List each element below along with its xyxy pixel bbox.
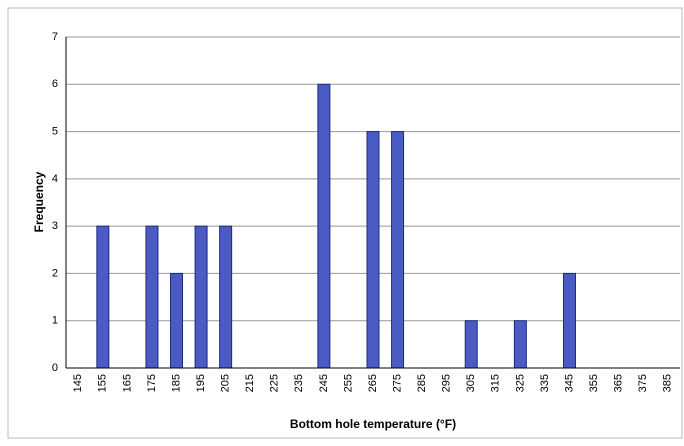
bar — [366, 131, 380, 369]
bar — [464, 320, 478, 369]
y-tick-label: 5 — [52, 125, 58, 137]
y-tick-label: 7 — [52, 31, 58, 43]
y-tick-label: 3 — [52, 220, 58, 232]
x-tick-label: 285 — [416, 374, 428, 392]
y-tick-label: 6 — [52, 78, 58, 90]
bar — [317, 83, 331, 369]
x-tick-label: 255 — [342, 374, 354, 392]
bar — [562, 272, 576, 369]
x-tick-label: 145 — [72, 374, 84, 392]
x-axis-label: Bottom hole temperature (°F) — [290, 417, 456, 431]
y-tick-label: 0 — [52, 362, 58, 374]
y-axis-label: Frequency — [32, 171, 46, 232]
x-tick-label: 275 — [391, 374, 403, 392]
bar — [145, 225, 159, 369]
x-tick-label: 295 — [441, 374, 453, 392]
x-tick-label: 155 — [97, 374, 109, 392]
x-tick-label: 215 — [244, 374, 256, 392]
bar — [194, 225, 208, 369]
x-tick-label: 235 — [293, 374, 305, 392]
x-tick-label: 305 — [465, 374, 477, 392]
bar — [96, 225, 110, 369]
x-tick-label: 175 — [146, 374, 158, 392]
x-tick-label: 385 — [662, 374, 674, 392]
x-tick-label: 315 — [490, 374, 502, 392]
x-tick-label: 345 — [563, 374, 575, 392]
x-tick-label: 325 — [514, 374, 526, 392]
bar — [170, 272, 184, 369]
x-tick-label: 365 — [613, 374, 625, 392]
y-tick-label: 1 — [52, 315, 58, 327]
y-tick-label: 2 — [52, 267, 58, 279]
x-tick-label: 355 — [588, 374, 600, 392]
x-tick-label: 185 — [170, 374, 182, 392]
bar — [513, 320, 527, 369]
x-tick-label: 225 — [269, 374, 281, 392]
x-tick-label: 205 — [220, 374, 232, 392]
x-tick-label: 245 — [318, 374, 330, 392]
y-tick-label: 4 — [52, 173, 58, 185]
x-tick-label: 195 — [195, 374, 207, 392]
x-tick-label: 265 — [367, 374, 379, 392]
x-tick-label: 165 — [121, 374, 133, 392]
x-tick-label: 375 — [637, 374, 649, 392]
bar — [391, 131, 405, 369]
bar — [219, 225, 233, 369]
x-tick-label: 335 — [539, 374, 551, 392]
chart-border — [7, 7, 683, 439]
